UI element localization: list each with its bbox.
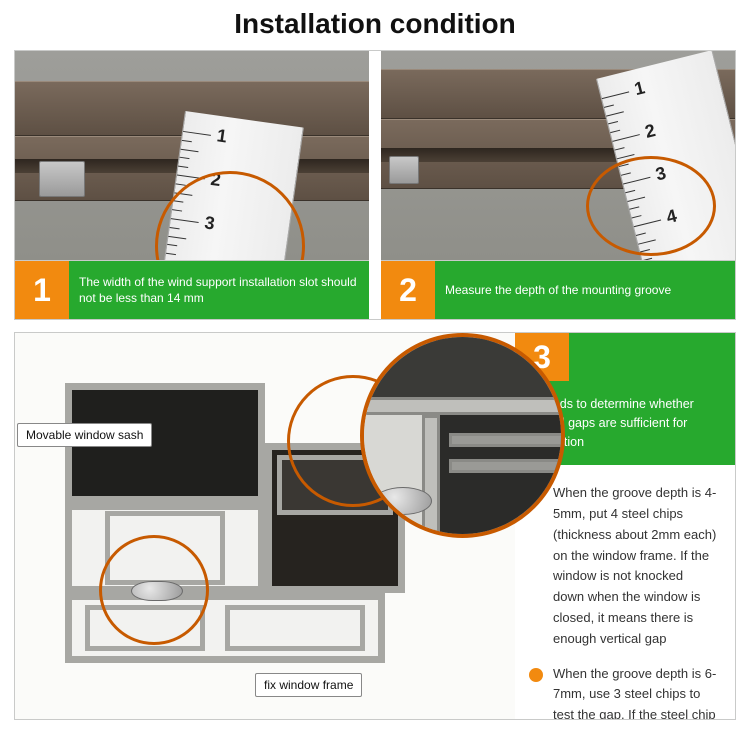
zoom-detail xyxy=(360,333,565,538)
step-number: 2 xyxy=(381,261,435,319)
step-2-photo: 1234 xyxy=(381,51,735,261)
highlight-circle-icon xyxy=(99,535,209,645)
top-steps-row: 1234 1 The width of the wind support ins… xyxy=(14,50,736,320)
step-2-caption: 2 Measure the depth of the mounting groo… xyxy=(381,261,735,319)
step-text: Measure the depth of the mounting groove xyxy=(435,261,735,319)
profile-diagram: Movable window sash fix window frame xyxy=(15,333,515,719)
step-1-panel: 1234 1 The width of the wind support ins… xyxy=(15,51,369,319)
step-1-caption: 1 The width of the wind support installa… xyxy=(15,261,369,319)
step-2-panel: 1234 2 Measure the depth of the mounting… xyxy=(381,51,735,319)
highlight-circle-icon xyxy=(586,156,716,256)
step-text: The width of the wind support installati… xyxy=(69,261,369,319)
step-1-photo: 1234 xyxy=(15,51,369,261)
step-3-panel: Movable window sash fix window frame 3 M… xyxy=(14,332,736,720)
page-title: Installation condition xyxy=(0,0,750,50)
note-item: When the groove depth is 6-7mm, use 3 st… xyxy=(529,664,717,720)
label-fix-frame: fix window frame xyxy=(255,673,362,697)
label-movable-sash: Movable window sash xyxy=(17,423,152,447)
bullet-icon xyxy=(529,668,543,682)
note-text: When the groove depth is 4-5mm, put 4 st… xyxy=(553,483,717,649)
step-number: 1 xyxy=(15,261,69,319)
note-text: When the groove depth is 6-7mm, use 3 st… xyxy=(553,664,717,720)
